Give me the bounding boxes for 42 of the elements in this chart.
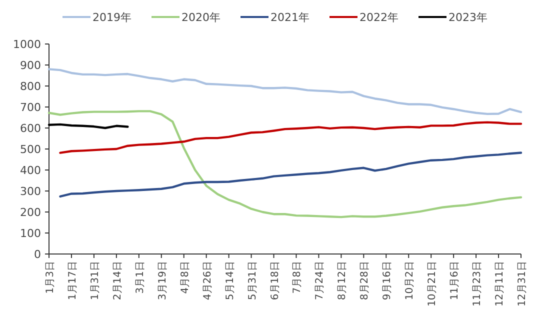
x-tick-label: 5月31日: [247, 261, 258, 300]
x-tick-label: 11月6日: [450, 261, 461, 300]
y-tick-label: 300: [20, 185, 41, 198]
x-tick-label: 7月8日: [292, 261, 304, 294]
y-tick-label: 200: [20, 206, 41, 219]
y-tick-label: 1000: [13, 38, 41, 51]
x-tick-label: 11月23日: [472, 261, 484, 306]
x-tick-label: 4月8日: [180, 261, 191, 294]
x-tick-label: 12月31日: [517, 261, 528, 306]
x-tick-label: 5月14日: [224, 261, 236, 300]
legend-label: 2021年: [270, 11, 310, 24]
x-tick-label: 8月28日: [360, 261, 371, 300]
x-tick-label: 6月18日: [270, 261, 281, 300]
legend-label: 2022年: [360, 11, 398, 24]
y-tick-label: 500: [20, 143, 41, 156]
y-tick-label: 400: [20, 164, 41, 177]
x-tick-label: 3月19日: [157, 261, 168, 300]
line-series: [48, 68, 522, 116]
x-tick-label: 10月21日: [427, 261, 438, 306]
x-tick-label: 8月12日: [337, 261, 348, 300]
line-series: [59, 121, 522, 154]
y-tick-label: 900: [20, 59, 41, 72]
x-tick-label: 9月16日: [382, 261, 394, 300]
x-tick-label: 4月26日: [202, 261, 214, 300]
x-tick-label: 2月14日: [112, 261, 124, 300]
x-tick-label: 10月2日: [404, 261, 416, 300]
x-tick-label: 1月17日: [67, 261, 78, 300]
x-tick-label: 1月3日: [45, 261, 56, 294]
x-tick-label: 1月31日: [90, 261, 101, 300]
x-tick-label: 12月11日: [494, 261, 506, 306]
line-series: [59, 152, 522, 198]
legend-label: 2020年: [182, 11, 220, 24]
legend-label: 2019年: [92, 11, 132, 24]
legend-label: 2023年: [448, 11, 488, 24]
y-tick-label: 600: [20, 122, 41, 135]
line-series: [48, 110, 522, 218]
x-tick-label: 7月24日: [314, 261, 326, 300]
x-tick-label: 3月1日: [134, 261, 146, 294]
y-tick-label: 700: [20, 101, 41, 114]
y-tick-label: 800: [20, 80, 41, 93]
y-tick-label: 0: [34, 248, 41, 261]
y-tick-label: 100: [20, 227, 41, 240]
